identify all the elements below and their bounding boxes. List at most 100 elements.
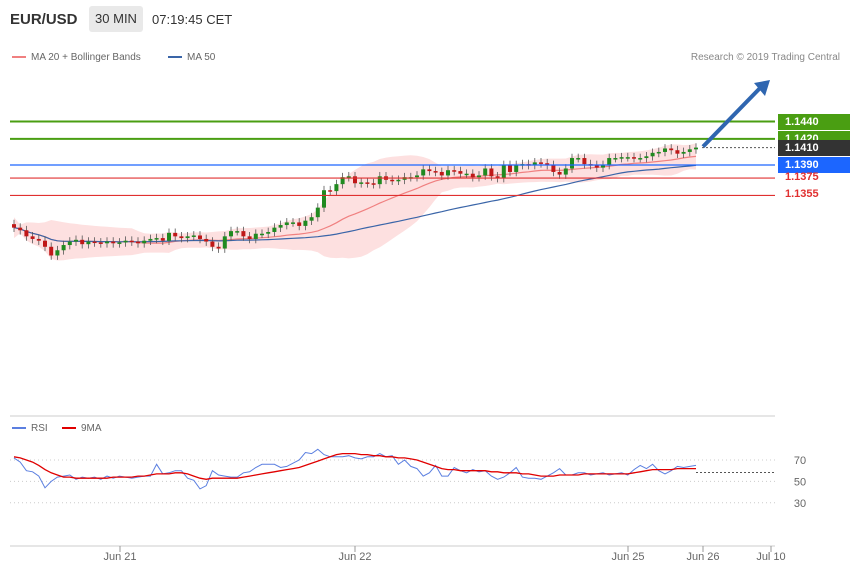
candle-body xyxy=(470,173,475,178)
rsi-tick-label: 50 xyxy=(794,476,806,488)
candle-body xyxy=(30,236,35,239)
candle-body xyxy=(427,169,432,172)
candle-body xyxy=(446,170,450,176)
candle-body xyxy=(266,231,271,234)
candle-body xyxy=(563,168,568,175)
level-label-1.1390: 1.1390 xyxy=(778,157,850,173)
candle-body xyxy=(322,190,326,208)
candle-body xyxy=(167,232,171,241)
rsi-tick-label: 70 xyxy=(794,455,806,467)
candle-body xyxy=(489,168,494,177)
candle-body xyxy=(557,171,562,175)
candle-body xyxy=(253,233,258,239)
candle-body xyxy=(675,150,680,154)
candle-body xyxy=(656,151,661,154)
candle-body xyxy=(67,241,72,246)
level-label-1.1440: 1.1440 xyxy=(778,113,850,130)
ma50-line xyxy=(13,164,697,243)
candle-body xyxy=(123,240,128,243)
candle-body xyxy=(464,173,469,176)
candle-body xyxy=(235,231,240,233)
legend-swatch-rsi xyxy=(12,427,26,430)
candle-body xyxy=(607,158,612,165)
candle-body xyxy=(377,176,382,185)
candle-body xyxy=(613,158,618,160)
candle-body xyxy=(278,225,283,228)
candle-body xyxy=(501,165,506,179)
candle-body xyxy=(439,171,444,176)
candle-body xyxy=(353,176,357,184)
legend-9ma: 9MA xyxy=(62,423,102,434)
candle-body xyxy=(495,176,500,179)
candle-body xyxy=(477,175,481,178)
candle-body xyxy=(92,241,97,244)
legend-rsi: RSI xyxy=(12,423,48,434)
candle-body xyxy=(154,238,159,240)
copyright-label: Research © 2019 Trading Central xyxy=(690,52,840,63)
candle-body xyxy=(638,158,643,160)
candle-body xyxy=(390,179,395,182)
candle-body xyxy=(272,227,277,232)
candle-body xyxy=(508,165,512,172)
candle-body xyxy=(260,233,264,236)
candle-body xyxy=(694,147,698,150)
candle-body xyxy=(216,246,221,249)
candle-body xyxy=(601,165,605,168)
candle-body xyxy=(576,158,581,160)
x-tick-label: Jun 25 xyxy=(611,551,644,563)
candle-body xyxy=(340,177,345,185)
candle-body xyxy=(136,241,140,244)
legend-ma20-label: MA 20 + Bollinger Bands xyxy=(31,52,141,63)
legend-ma50: MA 50 xyxy=(168,52,215,63)
candle-body xyxy=(415,175,419,178)
candle-body xyxy=(129,240,134,243)
candle-body xyxy=(669,148,674,151)
candle-body xyxy=(297,222,302,226)
legend-rsi-label: RSI xyxy=(31,423,48,434)
candle-body xyxy=(111,241,116,244)
candle-body xyxy=(458,171,463,174)
candle-body xyxy=(86,241,91,245)
x-tick-label: Jun 21 xyxy=(103,551,136,563)
candle-body xyxy=(210,241,215,247)
candle-body xyxy=(80,239,85,245)
candle-body xyxy=(371,183,376,185)
candle-body xyxy=(198,235,202,239)
level-label-1.1410: 1.1410 xyxy=(778,139,850,156)
x-tick-label: Jun 22 xyxy=(338,551,371,563)
candle-body xyxy=(43,240,47,247)
candle-body xyxy=(74,239,78,242)
candle-body xyxy=(632,157,636,159)
forecast-arrow-head xyxy=(754,80,770,96)
candle-body xyxy=(619,157,624,159)
bollinger-band-area xyxy=(14,143,696,261)
candle-body xyxy=(291,222,295,224)
legend-ma50-label: MA 50 xyxy=(187,52,216,63)
candle-body xyxy=(191,235,196,237)
candle-body xyxy=(49,246,54,256)
candle-body xyxy=(247,236,252,239)
candle-body xyxy=(551,165,556,172)
candle-body xyxy=(24,230,29,237)
legend-9ma-label: 9MA xyxy=(81,423,102,434)
candle-body xyxy=(12,224,16,228)
candle-body xyxy=(681,151,686,154)
timeframe-button[interactable]: 30 MIN xyxy=(89,6,143,32)
candle-body xyxy=(61,245,66,251)
candle-body xyxy=(241,231,246,237)
candle-body xyxy=(185,236,190,239)
x-tick-label: Jun 26 xyxy=(686,551,719,563)
rsi-tick-label: 30 xyxy=(794,498,806,510)
x-tick-label: Jul 10 xyxy=(756,551,785,563)
candle-body xyxy=(160,238,165,241)
rsi-series-rsi xyxy=(13,448,697,490)
candle-body xyxy=(514,165,519,172)
chart-header: EUR/USD 30 MIN 07:19:45 CET xyxy=(0,0,850,38)
candle-body xyxy=(179,236,184,239)
candle-body xyxy=(650,152,655,157)
candle-body xyxy=(545,163,550,165)
candle-body xyxy=(222,236,227,249)
candle-body xyxy=(396,179,401,182)
legend-ma20: MA 20 + Bollinger Bands xyxy=(12,52,141,63)
